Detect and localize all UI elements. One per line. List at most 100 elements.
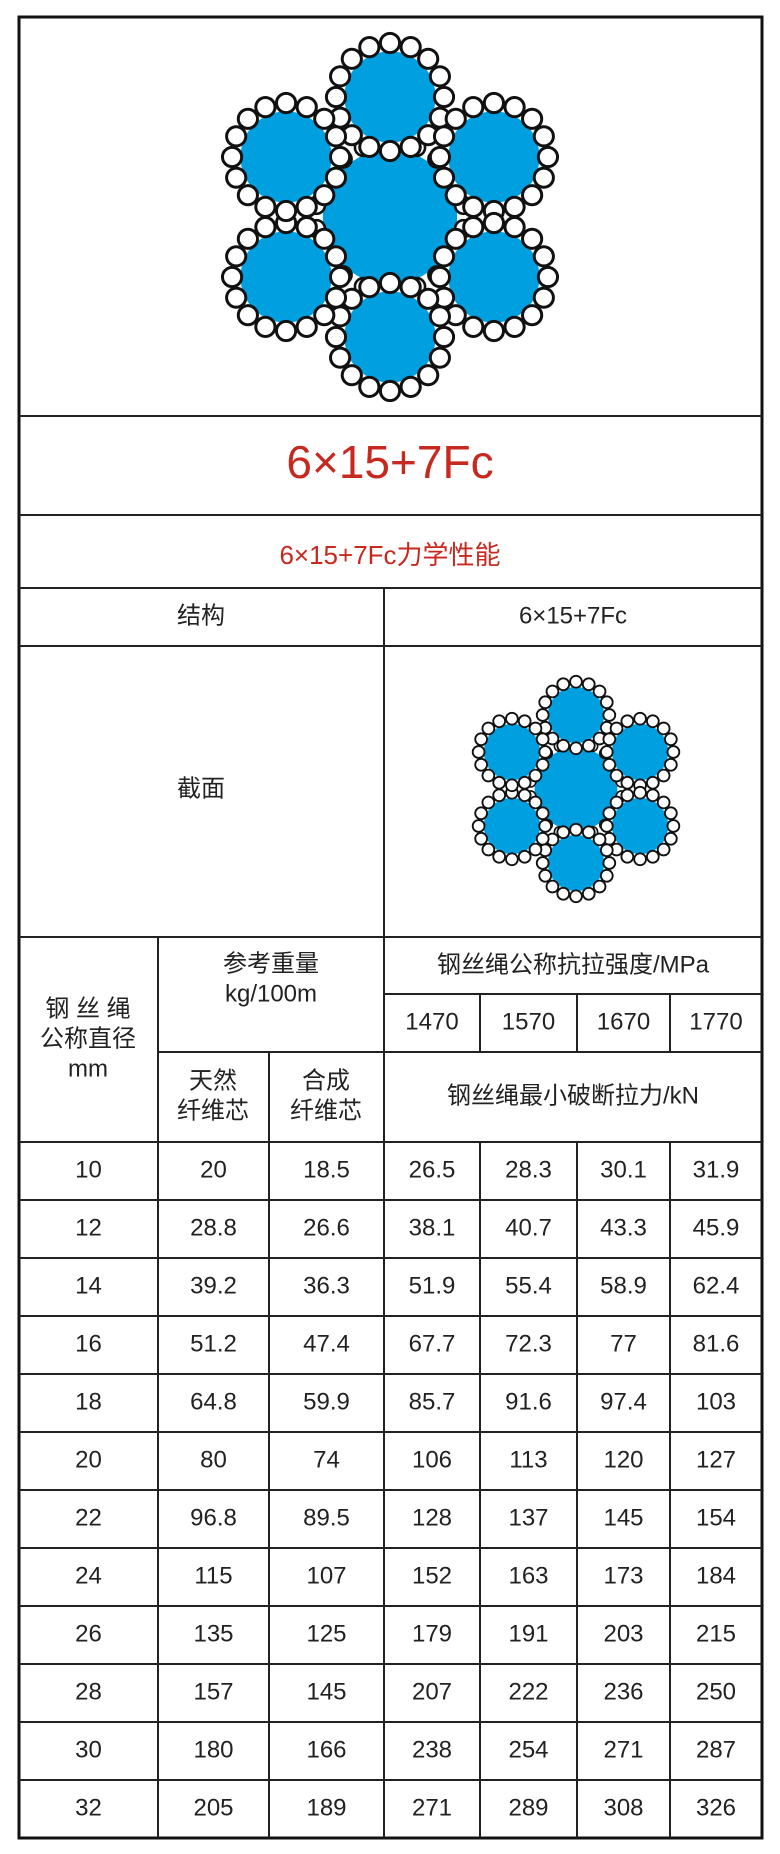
wire [545,684,560,699]
cell: 271 [412,1794,452,1821]
wire [599,819,614,833]
wire [581,825,596,840]
wire [328,265,352,289]
wire [581,886,596,901]
cell: 287 [696,1736,736,1763]
cell: 80 [200,1446,227,1473]
wire [538,695,553,710]
cell: 18.5 [303,1156,350,1183]
wire [340,364,363,387]
cell: 72.3 [505,1330,552,1357]
cell: 51.2 [190,1330,237,1357]
wire [399,276,422,299]
wire [517,788,532,803]
wire [528,768,543,783]
cell: 64.8 [190,1388,237,1415]
wire [656,795,671,810]
wire [620,849,635,864]
wire [535,732,550,747]
force-header: 钢丝绳最小破断拉力/kN [447,1082,699,1109]
cell: 180 [193,1736,233,1763]
wire [428,265,452,289]
cell: 31.9 [693,1156,740,1183]
wire [428,65,451,88]
wire [556,825,571,840]
cell: 22 [75,1504,102,1531]
strand [611,723,669,781]
cell: 59.9 [303,1388,350,1415]
cell: 106 [412,1446,452,1473]
cell: 26 [75,1620,102,1647]
subtitle: 6×15+7Fc力学性能 [279,540,500,570]
wire [225,286,248,309]
natural-header: 纤维芯 [177,1097,249,1124]
wire [492,788,507,803]
structure-value: 6×15+7Fc [519,602,627,629]
cell: 28.8 [190,1214,237,1241]
wire [444,107,467,130]
cell: 39.2 [190,1272,237,1299]
wire [569,889,583,904]
wire [521,184,544,207]
wire [358,135,381,158]
wire [492,775,507,790]
cell: 40.7 [505,1214,552,1241]
wire [313,184,336,207]
wire [492,849,507,864]
wire [358,36,381,59]
wire [295,315,318,338]
strength-value: 1570 [502,1008,555,1035]
cell: 96.8 [190,1504,237,1531]
wire [581,677,596,692]
cell: 20 [75,1446,102,1473]
wire [599,843,614,858]
cell: 154 [696,1504,736,1531]
cell: 32 [75,1794,102,1821]
wire [581,738,596,753]
cell: 163 [508,1562,548,1589]
wire [474,831,488,846]
wire [656,842,671,857]
diameter-header: mm [68,1055,108,1082]
cell: 36.3 [303,1272,350,1299]
synthetic-header: 纤维芯 [290,1097,362,1124]
wire [481,768,496,783]
wire [378,271,402,295]
wire [313,107,336,130]
wire [664,806,678,821]
wire [474,806,488,821]
wire [482,91,506,115]
wire [599,695,614,710]
wire [462,195,485,218]
wire [592,832,607,847]
wire [236,184,259,207]
cell: 28 [75,1678,102,1705]
synthetic-header: 合成 [302,1067,350,1094]
cell: 10 [75,1156,102,1183]
cell: 191 [508,1620,548,1647]
wire [535,757,550,772]
cell: 222 [508,1678,548,1705]
wire [602,732,617,747]
wire [428,305,451,328]
wire [620,775,635,790]
cell: 205 [193,1794,233,1821]
diameter-header: 公称直径 [40,1025,136,1052]
wire [295,96,318,119]
cell: 74 [313,1446,340,1473]
wire [329,346,352,369]
cell: 30 [75,1736,102,1763]
wire [503,195,526,218]
wire [620,788,635,803]
wire [503,96,526,119]
wire [633,711,647,726]
wire [378,31,402,55]
weight-header: kg/100m [225,980,317,1007]
wire [532,286,555,309]
wire [481,721,496,736]
wire [492,714,507,729]
strength-value: 1770 [689,1008,742,1035]
wire [313,304,336,327]
wire [609,721,624,736]
cell: 308 [603,1794,643,1821]
